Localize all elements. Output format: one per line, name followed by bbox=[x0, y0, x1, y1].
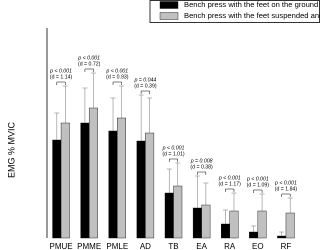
p-value: p = 0.044 bbox=[133, 77, 156, 83]
legend-label: Bench press with the feet on the ground bbox=[184, 0, 318, 9]
bar bbox=[249, 231, 259, 239]
x-tick-label: TB bbox=[168, 242, 178, 250]
effect-size: (d = 1.14) bbox=[50, 74, 73, 80]
y-axis-label: EMG % MVIC bbox=[6, 122, 16, 179]
effect-size: (d = 1.17) bbox=[219, 181, 242, 187]
p-value: p < 0.001 bbox=[162, 145, 185, 151]
bar bbox=[164, 192, 174, 239]
effect-size: (d = 1.84) bbox=[275, 186, 298, 192]
effect-size: (d = 0.72) bbox=[78, 61, 101, 67]
bar bbox=[229, 210, 239, 239]
bar bbox=[136, 140, 146, 239]
significance-bracket bbox=[140, 90, 150, 94]
p-value: p = 0.008 bbox=[190, 158, 213, 164]
p-value: p < 0.001 bbox=[246, 176, 269, 182]
significance-bracket bbox=[112, 81, 122, 85]
bar bbox=[277, 235, 287, 239]
significance-bracket bbox=[84, 68, 94, 72]
effect-size: (d = 0.38) bbox=[190, 164, 213, 170]
bar bbox=[80, 122, 90, 239]
x-tick-label: PMME bbox=[77, 242, 101, 250]
bar bbox=[221, 223, 230, 239]
bar bbox=[145, 132, 155, 239]
bar bbox=[88, 107, 98, 239]
x-tick-label: PMUE bbox=[49, 242, 72, 250]
significance-bracket bbox=[169, 158, 178, 162]
p-value: p < 0.001 bbox=[105, 68, 128, 74]
bar bbox=[192, 207, 202, 239]
effect-size: (d = 1.01) bbox=[162, 151, 185, 157]
significance-bracket bbox=[253, 189, 263, 193]
p-value: p < 0.001 bbox=[218, 175, 241, 181]
significance-bracket bbox=[197, 171, 207, 175]
legend-label: Bench press with the feet suspended and … bbox=[184, 11, 320, 20]
bar bbox=[201, 204, 211, 239]
x-tick-label: RA bbox=[224, 242, 236, 250]
bar bbox=[117, 117, 126, 239]
p-value: p < 0.001 bbox=[274, 180, 297, 186]
x-tick-label: EA bbox=[196, 242, 207, 250]
bar bbox=[285, 212, 295, 239]
x-tick-label: EO bbox=[252, 242, 264, 250]
legend-swatch bbox=[159, 1, 179, 9]
x-tick-label: PMLE bbox=[106, 242, 128, 250]
p-value: p < 0.001 bbox=[77, 55, 100, 61]
bar bbox=[60, 122, 70, 239]
bar bbox=[108, 130, 118, 239]
effect-size: (d = 1.09) bbox=[247, 182, 270, 188]
significance-bracket bbox=[56, 81, 66, 85]
x-tick-label: RF bbox=[281, 242, 292, 250]
p-value: p < 0.001 bbox=[49, 68, 72, 74]
significance-bracket bbox=[281, 193, 291, 197]
legend-swatch bbox=[159, 12, 179, 20]
effect-size: (d = 0.39) bbox=[134, 83, 157, 89]
effect-size: (d = 0.93) bbox=[106, 74, 129, 80]
x-tick-label: AD bbox=[140, 242, 151, 250]
bar bbox=[257, 210, 267, 239]
bar bbox=[52, 139, 62, 239]
bar bbox=[173, 185, 183, 239]
significance-bracket bbox=[225, 188, 235, 192]
